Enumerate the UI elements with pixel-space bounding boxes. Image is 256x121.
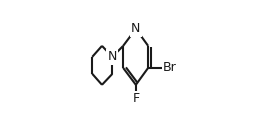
Text: N: N — [131, 22, 141, 35]
Text: Br: Br — [163, 61, 177, 74]
Text: N: N — [108, 50, 117, 63]
Text: F: F — [132, 92, 140, 105]
